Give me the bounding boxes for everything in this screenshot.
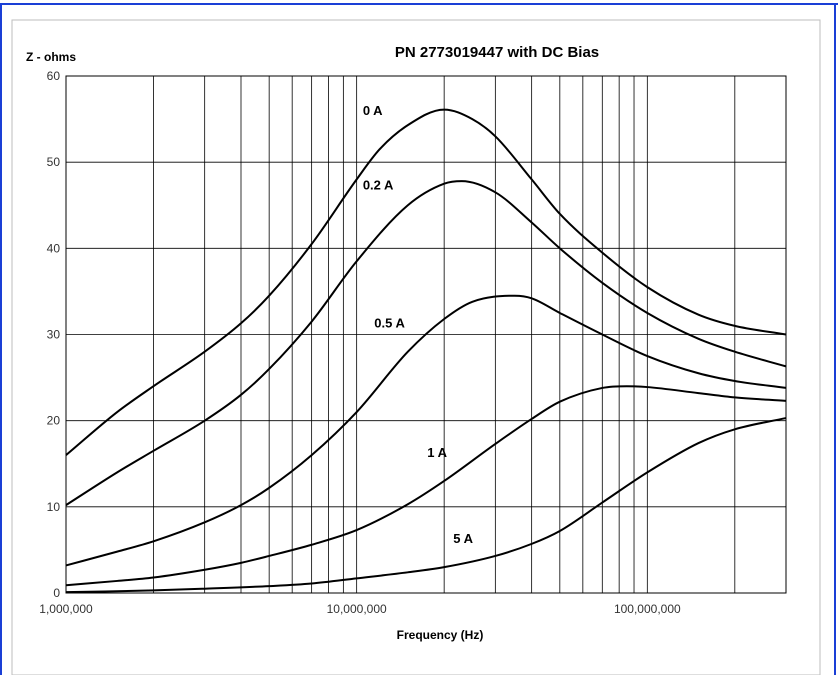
x-tick-label: 100,000,000 <box>614 602 681 616</box>
y-axis-label: Z - ohms <box>26 50 76 64</box>
y-tick-label: 0 <box>53 586 60 600</box>
series-lines <box>65 108 787 594</box>
series-line-2 <box>65 294 787 567</box>
series-label-4: 5 A <box>453 531 473 546</box>
y-tick-label: 60 <box>47 69 61 83</box>
plot-area-border <box>65 75 787 594</box>
series-line-3 <box>65 385 787 587</box>
series-label-2: 0.5 A <box>374 316 405 331</box>
grid-lines <box>65 75 786 594</box>
y-tick-label: 40 <box>47 241 61 255</box>
series-labels: 0 A 0.2 A 0.5 A 1 A 5 A <box>363 103 474 546</box>
x-tick-label: 1,000,000 <box>39 602 93 616</box>
y-tick-label: 20 <box>47 414 61 428</box>
series-line-1 <box>65 180 787 506</box>
tick-labels: 0 10 20 30 40 50 60 1,000,000 10,000,000 100,000,… <box>39 69 681 616</box>
series-label-3: 1 A <box>427 445 447 460</box>
chart-title: PN 2773019447 with DC Bias <box>395 44 599 61</box>
series-line-0 <box>65 108 787 456</box>
y-tick-label: 10 <box>47 500 61 514</box>
x-axis-label: Frequency (Hz) <box>397 628 484 642</box>
series-line-4 <box>65 417 787 594</box>
y-tick-label: 30 <box>47 328 61 342</box>
series-label-1: 0.2 A <box>363 178 394 193</box>
y-tick-label: 50 <box>47 155 61 169</box>
series-label-0: 0 A <box>363 103 383 118</box>
x-tick-label: 10,000,000 <box>327 602 387 616</box>
chart-outer-box <box>11 19 821 676</box>
